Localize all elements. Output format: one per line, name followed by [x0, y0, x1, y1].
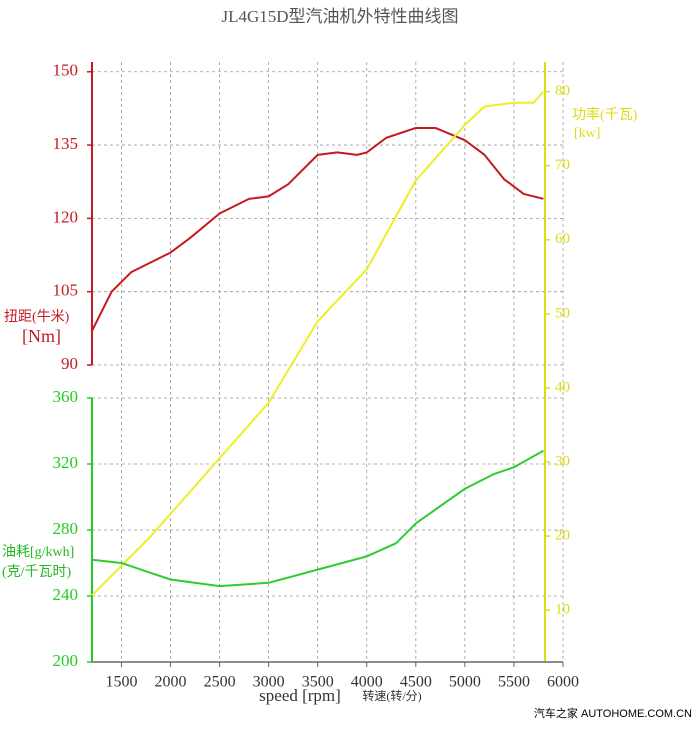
series-line: [91, 90, 545, 597]
y2-tick-label: 30: [555, 453, 570, 469]
chart-title: JL4G15D型汽油机外特性曲线图: [221, 7, 458, 26]
y-axis-unit: [Nm]: [22, 326, 61, 346]
y3-tick-label: 200: [53, 651, 79, 670]
x-tick-label: 5500: [498, 674, 530, 691]
y3-axis-unit: (克/千瓦时): [2, 564, 72, 580]
x-tick-label: 6000: [547, 674, 579, 691]
y-tick-label: 120: [53, 207, 79, 226]
watermark: 汽车之家 AUTOHOME.COM.CN: [534, 706, 692, 720]
y2-axis-unit: [kw]: [574, 126, 600, 141]
y-axis-label: 扭距(牛米): [4, 309, 70, 325]
y3-axis-label: 油耗[g/kwh]: [2, 544, 74, 560]
x-tick-label: 4500: [400, 674, 432, 691]
y2-tick-label: 10: [555, 602, 570, 618]
y2-tick-label: 70: [555, 157, 570, 173]
y3-tick-label: 320: [53, 453, 79, 472]
x-axis-label-cn: 转速(转/分): [362, 688, 421, 703]
y2-tick-label: 40: [555, 379, 570, 395]
x-axis-label: speed [rpm]: [259, 686, 341, 705]
y2-tick-label: 80: [555, 83, 570, 99]
x-tick-label: 3000: [253, 674, 285, 691]
y-tick-label: 105: [53, 281, 79, 300]
x-tick-label: 3500: [302, 674, 334, 691]
x-tick-label: 5000: [449, 674, 481, 691]
x-tick-label: 2000: [155, 674, 187, 691]
y3-tick-label: 280: [53, 519, 79, 538]
x-tick-label: 4000: [351, 674, 383, 691]
y2-axis-label: 功率(千瓦): [572, 106, 638, 123]
y3-tick-label: 360: [53, 387, 79, 406]
y-tick-label: 90: [61, 354, 78, 373]
y2-tick-label: 60: [555, 231, 570, 247]
y2-tick-label: 20: [555, 528, 570, 544]
x-tick-label: 1500: [105, 674, 137, 691]
y-tick-label: 150: [53, 61, 79, 80]
series-line: [91, 449, 544, 588]
x-tick-label: 2500: [204, 674, 236, 691]
y3-tick-label: 240: [53, 585, 79, 604]
series-line: [91, 126, 544, 332]
y-tick-label: 135: [53, 134, 79, 153]
y2-tick-label: 50: [555, 305, 570, 321]
